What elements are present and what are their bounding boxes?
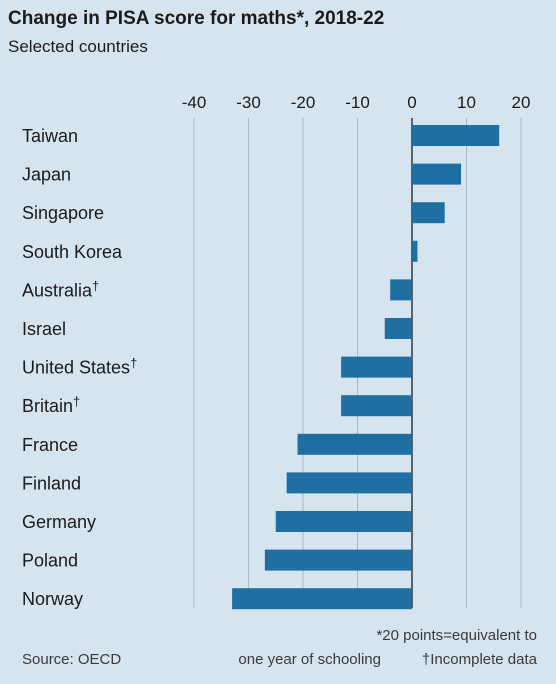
category-label-united-states: United States† (22, 356, 137, 378)
source-note: Source: OECD (22, 651, 121, 668)
category-label-south-korea: South Korea (22, 242, 123, 262)
bar-germany (275, 511, 412, 532)
category-label-norway: Norway (22, 589, 83, 609)
bar-france (297, 433, 412, 455)
bar-taiwan (412, 125, 500, 146)
x-tick-label-1: -30 (236, 93, 261, 112)
x-tick-label-5: 10 (457, 93, 476, 112)
x-tick-label-2: -20 (291, 93, 316, 112)
category-label-germany: Germany (22, 512, 96, 532)
category-label-poland: Poland (22, 551, 78, 571)
bar-norway (232, 588, 412, 610)
bar-south-korea (412, 240, 418, 262)
category-label-finland: Finland (22, 473, 81, 493)
bar-australia (390, 279, 412, 301)
bar-finland (286, 472, 412, 494)
category-label-britain: Britain† (22, 394, 80, 416)
chart-title: Change in PISA score for maths*, 2018-22 (8, 8, 384, 29)
bar-united-states (341, 356, 412, 378)
bar-britain (341, 395, 412, 417)
footnote-incomplete: †Incomplete data (422, 651, 538, 668)
bar-japan (412, 163, 462, 185)
category-label-israel: Israel (22, 319, 66, 339)
bar-poland (264, 549, 412, 571)
chart-subtitle: Selected countries (8, 37, 148, 56)
category-label-singapore: Singapore (22, 203, 104, 223)
x-tick-label-3: -10 (345, 93, 370, 112)
category-label-france: France (22, 435, 78, 455)
x-tick-label-6: 20 (512, 93, 531, 112)
category-label-taiwan: Taiwan (22, 126, 78, 146)
category-label-japan: Japan (22, 165, 71, 185)
category-label-australia: Australia† (22, 278, 99, 300)
bars (232, 125, 500, 610)
x-tick-label-0: -40 (182, 93, 207, 112)
footnote-line2: one year of schooling (238, 651, 381, 668)
x-tick-label-4: 0 (407, 93, 416, 112)
footnote-line1: *20 points=equivalent to (376, 627, 537, 644)
category-labels: Taiwan Japan Singapore South Korea Australia… (22, 126, 137, 609)
bar-israel (384, 318, 412, 339)
bar-singapore (412, 202, 445, 224)
x-tick-labels: -40 -30 -20 -10 0 10 20 (182, 93, 531, 112)
